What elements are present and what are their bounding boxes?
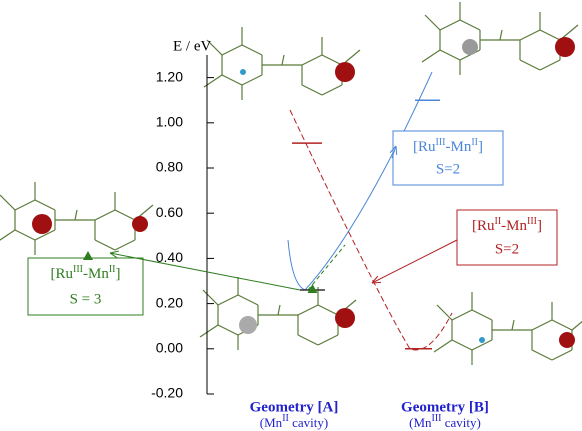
text-part: III [73,264,83,275]
x-category-note: (MnII cavity) [260,413,328,430]
y-tick-label: 1.20 [156,68,183,84]
text-part: (Mn [409,415,432,430]
text-part: II [494,216,501,227]
state-spin: S = 3 [70,291,102,307]
text-part: III [527,216,537,227]
text-part: [Ru [472,218,495,234]
text-part: -Mn [445,139,471,155]
y-tick-label: 0.60 [156,204,183,220]
y-axis-label: E / eV [173,38,211,54]
chart: E / eV -0.200.000.200.400.600.801.001.20… [0,0,582,431]
text-part: III [432,413,442,424]
y-tick-label: 0.20 [156,294,183,310]
text-part: II [282,413,289,424]
x-category-label: Geometry [A] [250,399,339,415]
state-spin: S=2 [495,241,519,257]
text-part: ] [478,139,483,155]
text-part: (Mn [260,415,283,430]
text-part: ] [116,266,121,282]
y-tick-label: 0.00 [156,340,183,356]
state-spin: S=2 [436,161,460,177]
y-tick-label: 1.00 [156,114,183,130]
text-part: III [435,137,445,148]
text-part: -Mn [83,266,109,282]
x-category-note: (MnIII cavity) [409,413,481,430]
y-tick-label: 0.80 [156,159,183,175]
text-part: II [109,264,116,275]
curve [308,245,345,290]
text-part: [Ru [413,139,436,155]
state-marker [83,251,93,260]
x-category-label: Geometry [B] [401,399,489,415]
text-part: cavity) [289,415,328,430]
text-part: II [471,137,478,148]
text-part: cavity) [442,415,481,430]
text-part: -Mn [501,218,527,234]
text-part: [Ru [50,266,73,282]
y-tick-label: -0.20 [151,385,183,401]
text-part: ] [537,218,542,234]
pointer [372,240,457,283]
